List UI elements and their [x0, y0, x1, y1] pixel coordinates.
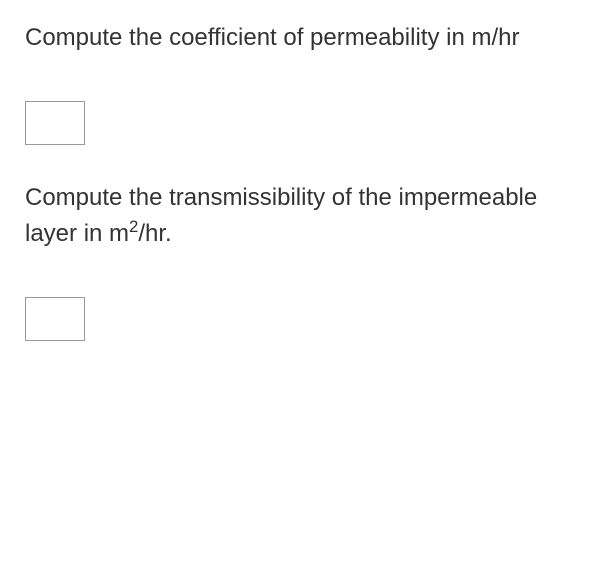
- question-2-text-after: /hr.: [138, 220, 171, 247]
- question-1-text: Compute the coefficient of permeability …: [25, 24, 519, 51]
- question-text-1: Compute the coefficient of permeability …: [25, 20, 581, 56]
- question-2-superscript: 2: [129, 217, 138, 236]
- question-block-2: Compute the transmissibility of the impe…: [25, 180, 581, 381]
- answer-input-1[interactable]: [25, 101, 85, 145]
- answer-input-2[interactable]: [25, 297, 85, 341]
- question-text-2: Compute the transmissibility of the impe…: [25, 180, 581, 252]
- question-block-1: Compute the coefficient of permeability …: [25, 20, 581, 180]
- question-2-text-before: Compute the transmissibility of the impe…: [25, 184, 537, 247]
